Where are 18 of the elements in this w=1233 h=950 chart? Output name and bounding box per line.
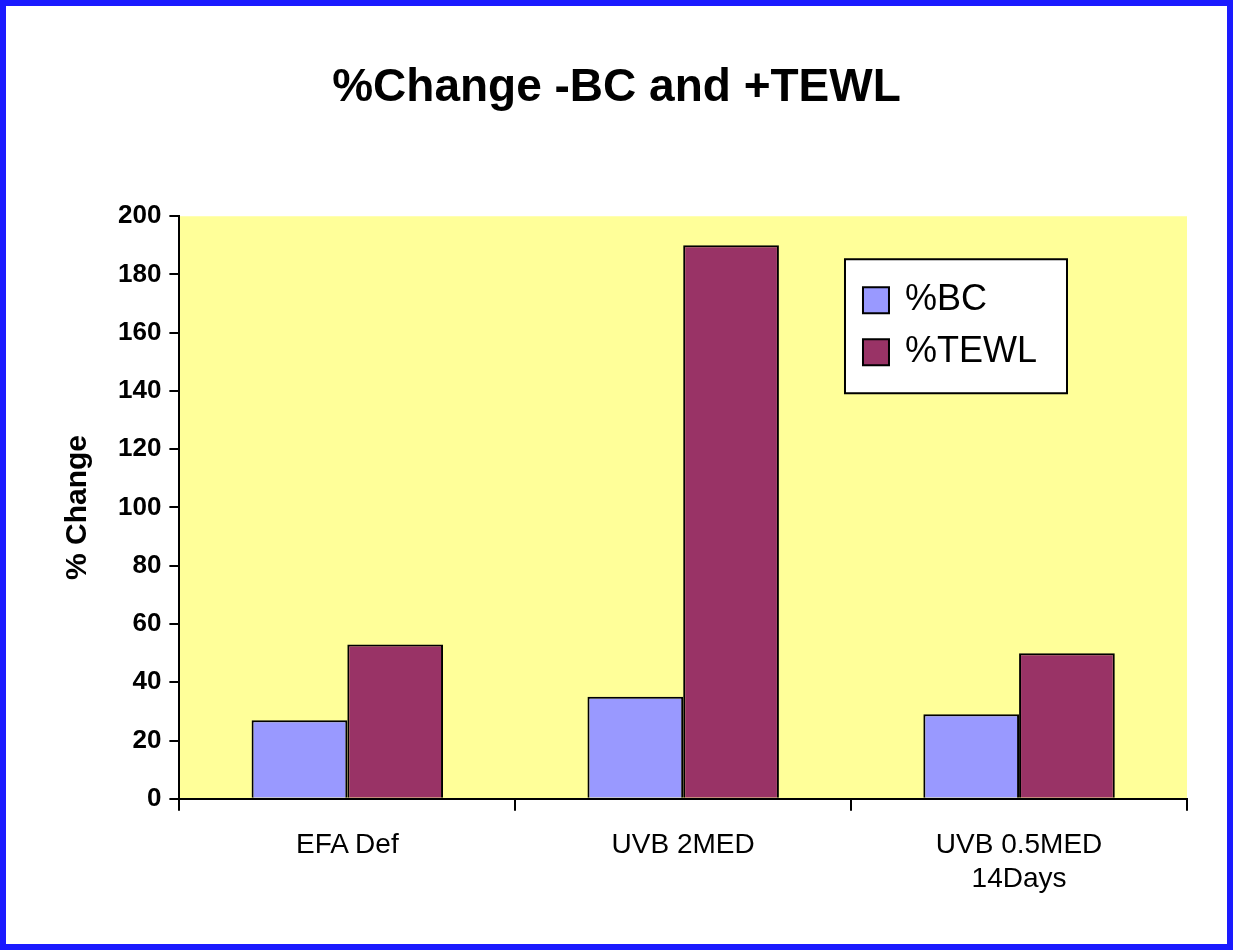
x-tick-label: EFA Def — [295, 828, 399, 860]
x-tick-label: UVB 2MED — [611, 828, 755, 860]
y-tick-label: 100 — [117, 490, 162, 521]
y-tick-label: 20 — [132, 723, 162, 754]
y-tick-label: 160 — [117, 315, 162, 346]
legend-label: %TEWL — [904, 329, 1037, 371]
y-tick-label: 80 — [132, 548, 162, 579]
y-tick-label: 0 — [146, 781, 162, 812]
y-tick-label: 200 — [117, 199, 162, 230]
y-tick-label: 140 — [117, 374, 162, 405]
y-axis-title: % Change — [59, 434, 93, 581]
x-tick-label: UVB 0.5MED 14Days — [935, 828, 1103, 893]
y-tick-label: 120 — [117, 432, 162, 463]
chart-title: %Change -BC and +TEWL — [332, 59, 901, 112]
y-tick-label: 180 — [117, 257, 162, 288]
y-tick-label: 40 — [132, 665, 162, 696]
legend-label: %BC — [904, 277, 988, 319]
y-tick-label: 60 — [132, 607, 162, 638]
